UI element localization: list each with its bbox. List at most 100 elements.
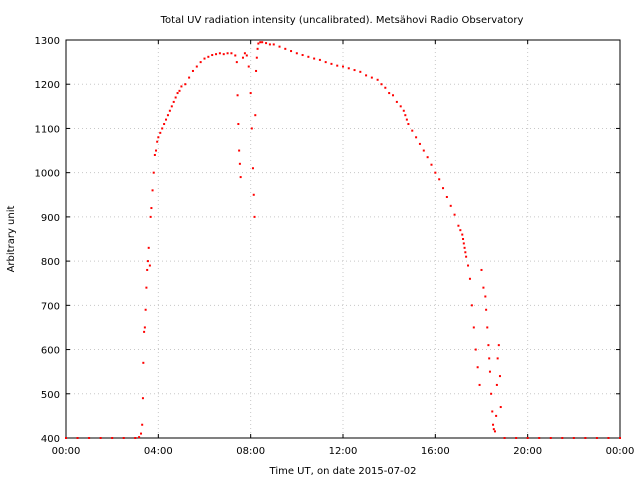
data-point [166,114,169,117]
data-point [499,406,502,409]
data-point [347,67,350,70]
data-point [467,264,470,267]
data-point [342,65,344,68]
data-point [141,397,144,400]
data-point [376,78,379,81]
y-tick-label: 700 [41,301,60,312]
data-point [155,149,158,152]
data-point [307,55,310,58]
data-point [226,52,229,55]
data-point [278,45,281,48]
data-point [336,64,339,67]
data-point [515,437,518,439]
x-tick-label: 20:00 [513,446,542,457]
data-point [230,52,233,55]
data-point [138,436,141,439]
data-point [284,47,287,50]
data-point [153,153,156,156]
data-point [491,410,494,413]
data-point [561,437,564,439]
data-point [236,94,239,97]
data-point [572,437,575,439]
data-point [463,246,466,249]
data-point [318,58,321,61]
data-point [253,215,256,218]
data-point [211,54,214,57]
data-point [295,52,298,55]
data-point [261,41,264,44]
data-point [461,233,464,236]
x-axis-label: Time UT, on date 2015-07-02 [269,466,417,477]
data-point [251,167,254,170]
data-point [254,114,257,117]
data-point [353,69,356,72]
y-tick-label: 500 [41,390,60,401]
data-point [480,268,483,271]
data-point [152,171,155,174]
data-point [290,50,293,53]
data-point [180,85,183,88]
data-point [161,127,164,130]
data-point [380,83,383,86]
data-point [493,430,496,433]
data-point [485,308,488,311]
data-point [144,308,147,311]
data-point [365,74,368,77]
data-point [482,286,485,289]
chart-title: Total UV radiation intensity (uncalibrat… [160,15,524,26]
data-point [459,229,462,232]
data-point [484,295,487,298]
data-point [268,43,271,46]
data-point [405,118,408,121]
data-point [148,264,151,267]
data-point [472,326,475,329]
data-point [178,89,181,92]
data-point [392,94,395,97]
data-point [257,42,260,45]
data-point [235,61,238,64]
data-point [163,123,166,126]
data-point [272,43,275,46]
data-point [76,437,79,439]
data-point [265,42,268,45]
data-point [184,83,187,86]
data-point [259,41,262,44]
data-point [470,304,473,307]
data-point [538,437,541,439]
data-point [151,189,154,192]
data-point [415,136,418,139]
data-point [176,92,179,95]
data-point [203,57,206,60]
data-point [140,432,143,435]
data-point [222,53,225,56]
data-point [150,207,153,210]
data-point [324,61,327,64]
data-point [215,53,218,56]
data-point [495,414,498,417]
x-tick-label: 12:00 [329,446,358,457]
data-point [156,140,159,143]
data-point [399,105,402,108]
data-point [488,370,491,373]
y-axis-label: Arbitrary unit [6,206,17,273]
data-point [249,92,252,95]
data-point [172,100,175,103]
data-point [584,437,587,439]
data-point [159,131,162,134]
data-point [449,204,452,207]
data-point [595,437,598,439]
x-tick-label: 04:00 [144,446,173,457]
data-point [250,127,253,130]
plot-frame [65,39,621,439]
data-point [487,344,490,347]
x-tick-label: 00:00 [52,446,81,457]
grid [66,40,620,438]
data-point [247,65,250,68]
data-point [490,392,493,395]
data-point [234,54,237,57]
data-point [488,357,491,360]
x-tick-label: 00:00 [606,446,635,457]
data-point [457,224,460,227]
data-point [157,136,160,139]
